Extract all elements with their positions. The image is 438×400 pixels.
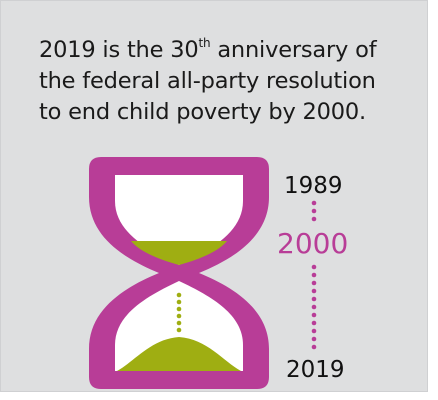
falling-sand-dots bbox=[176, 292, 182, 333]
end-year-label: 2019 bbox=[286, 357, 345, 383]
start-year-label: 1989 bbox=[284, 173, 343, 199]
headline-text: 2019 is the 30th anniversary of the fede… bbox=[39, 35, 399, 128]
ordinal-suffix: th bbox=[198, 36, 211, 50]
headline-line1: 2019 is the 30th anniversary of bbox=[39, 36, 377, 63]
timeline-dots-lower bbox=[311, 264, 317, 350]
headline-line1-start: 2019 is the 30 bbox=[39, 37, 199, 63]
headline-line2: the federal all-party resolution bbox=[39, 68, 376, 94]
hourglass-top-sand bbox=[131, 241, 227, 265]
hourglass-bottom-sand bbox=[117, 337, 241, 371]
headline-line3: to end child poverty by 2000. bbox=[39, 99, 366, 125]
headline-line1-end: anniversary of bbox=[210, 37, 377, 63]
dotted-timeline bbox=[311, 200, 317, 350]
hourglass-bottom-glass bbox=[115, 281, 243, 371]
target-year-label: 2000 bbox=[277, 227, 349, 260]
hourglass-icon bbox=[89, 157, 269, 389]
infographic-card: 2019 is the 30th anniversary of the fede… bbox=[0, 0, 428, 392]
timeline-dots-upper bbox=[311, 200, 317, 222]
